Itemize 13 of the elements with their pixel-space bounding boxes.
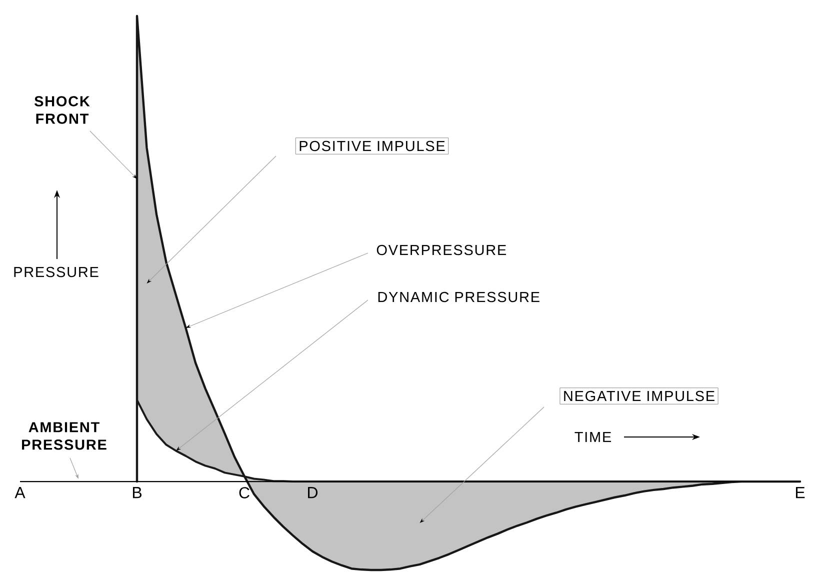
annotation: POSITIVE IMPULSE: [300, 140, 445, 152]
annotation: SHOCK FRONT: [34, 96, 90, 124]
text: DYNAMIC PRESSURE: [378, 292, 540, 302]
x-tick-label: A: [14, 487, 26, 498]
annotation: NEGATIVE IMPULSE: [564, 390, 714, 402]
text: OVERPRESSURE: [376, 244, 506, 256]
y-axis-title: PRESSURE: [14, 266, 98, 278]
annotation: AMBIENT PRESSURE: [22, 422, 106, 450]
x-tick-label: B: [132, 487, 142, 498]
x-tick-label: C: [239, 487, 250, 498]
x-tick-label: D: [308, 487, 318, 498]
x-tick-label: E: [796, 487, 805, 498]
x-axis-title: TIME: [574, 432, 612, 442]
